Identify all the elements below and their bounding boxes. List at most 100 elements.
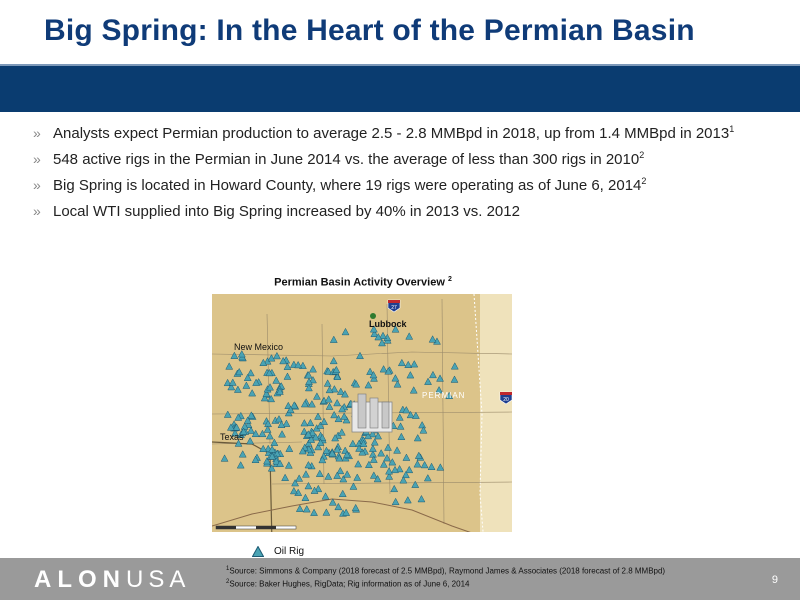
map-title: Permian Basin Activity Overview 2 xyxy=(213,276,513,289)
oil-rig-marker xyxy=(304,481,313,490)
oil-rig-marker xyxy=(336,387,345,395)
label-lubbock: Lubbock xyxy=(369,319,407,329)
footnotes: 1Source: Simmons & Company (2018 forecas… xyxy=(226,564,665,589)
bullet-text: 548 active rigs in the Permian in June 2… xyxy=(53,151,640,168)
oil-rig-marker xyxy=(337,428,346,436)
oil-rig-marker xyxy=(409,386,418,394)
oil-rig-marker xyxy=(329,335,338,343)
oil-rig-marker xyxy=(369,370,378,379)
oil-rig-marker xyxy=(252,378,261,386)
oil-rig-marker xyxy=(373,474,382,483)
oil-rig-marker xyxy=(236,461,245,469)
oil-rig-marker xyxy=(406,371,415,379)
bullet-text: Local WTI supplied into Big Spring incre… xyxy=(53,203,520,220)
oil-rig-marker xyxy=(295,504,304,512)
oil-rig-marker xyxy=(242,381,251,389)
oil-rig-marker xyxy=(369,325,378,333)
bullet-item: » 548 active rigs in the Permian in June … xyxy=(33,150,773,169)
oil-rig-marker xyxy=(267,394,276,403)
oil-rig-marker xyxy=(379,331,387,339)
interstate-number: 27 xyxy=(391,305,397,311)
label-permian: PERMIAN xyxy=(422,391,465,400)
oil-rig-marker xyxy=(383,454,391,462)
interstate-number: 20 xyxy=(503,397,509,403)
oil-rig-marker xyxy=(309,365,317,373)
oil-rig-marker xyxy=(283,372,292,380)
oil-rig-marker xyxy=(276,459,285,467)
oil-rig-marker xyxy=(263,425,272,433)
oil-rig-marker xyxy=(356,351,364,360)
oil-rig-marker xyxy=(391,374,400,382)
bullet-text: Big Spring is located in Howard County, … xyxy=(53,177,642,194)
oil-rig-marker xyxy=(354,460,363,468)
map-graphic: 27 20 Lubbock New Mexico Texas PERMIAN xyxy=(212,294,512,544)
oil-rig-marker xyxy=(321,492,330,500)
oil-rig-marker xyxy=(410,360,419,368)
permian-map: 27 20 Lubbock New Mexico Texas PERMIAN xyxy=(212,294,512,544)
oil-rig-marker xyxy=(246,437,255,445)
oil-rig-marker xyxy=(391,497,400,506)
oil-rig-marker xyxy=(244,420,253,428)
oil-rig-marker xyxy=(267,354,276,362)
oil-rig-marker xyxy=(385,472,394,480)
label-new-mexico: New Mexico xyxy=(234,342,283,352)
footer-bar xyxy=(0,558,800,600)
oil-rig-marker xyxy=(379,365,388,373)
oil-rig-marker xyxy=(295,474,304,482)
oil-rig-marker xyxy=(263,457,271,465)
oil-rig-marker xyxy=(243,373,252,381)
oil-rig-marker xyxy=(427,462,436,470)
oil-rig-marker xyxy=(330,385,339,393)
oil-rig-marker xyxy=(349,482,358,490)
logo-usa: USA xyxy=(126,566,191,593)
oil-rig-marker xyxy=(414,451,423,459)
oil-rig-marker xyxy=(403,496,412,504)
oil-rig-marker xyxy=(413,460,422,468)
oil-rig-marker xyxy=(302,470,310,478)
refinery-icon xyxy=(351,393,393,433)
bullet-text: Analysts expect Permian production to av… xyxy=(53,125,730,142)
oil-rig-marker xyxy=(418,420,427,429)
oil-rig-marker xyxy=(370,438,379,446)
lubbock-marker xyxy=(370,313,376,319)
oil-rig-marker xyxy=(314,412,322,420)
oil-rig-marker xyxy=(325,385,334,394)
oil-rig-marker xyxy=(401,470,410,479)
oil-rig-marker xyxy=(420,460,429,469)
oil-rig-marker xyxy=(228,378,237,386)
map-title-text: Permian Basin Activity Overview xyxy=(274,276,445,289)
oil-rig-marker xyxy=(232,423,241,431)
oil-rig-marker xyxy=(230,351,239,359)
oil-rig-marker xyxy=(333,398,342,407)
oil-rig-marker xyxy=(235,367,244,376)
oil-rig-marker xyxy=(395,413,404,421)
oil-rig-marker xyxy=(272,351,281,360)
oil-rig-marker xyxy=(234,439,243,447)
oil-rig-marker xyxy=(419,426,428,434)
oil-rig-marker xyxy=(338,404,347,413)
footnote-number: 1 xyxy=(226,566,230,572)
oil-rig-marker xyxy=(266,383,274,391)
oil-rig-marker xyxy=(275,387,284,395)
oil-rig-marker xyxy=(240,422,249,430)
oil-rig-marker xyxy=(279,356,288,365)
oil-rig-marker xyxy=(377,449,386,457)
oil-rig-marker xyxy=(338,489,347,497)
oil-rig-marker xyxy=(429,370,437,379)
footnote-number: 2 xyxy=(226,578,230,585)
oil-rig-marker xyxy=(265,432,274,440)
oil-rig-marker xyxy=(223,410,232,418)
oil-rig-marker xyxy=(282,419,291,427)
oil-rig-marker xyxy=(329,356,338,365)
bullet-item: » Analysts expect Permian production to a… xyxy=(33,124,773,143)
oil-rig-marker xyxy=(364,381,373,389)
oil-rig-marker xyxy=(220,454,229,462)
oil-rig-marker xyxy=(332,365,341,374)
map-legend: Oil Rig xyxy=(252,546,304,557)
bullet-marker: » xyxy=(33,177,41,193)
oil-rig-marker xyxy=(318,455,327,464)
oil-rig-marker xyxy=(374,332,383,341)
oil-rig-marker xyxy=(328,449,337,457)
oil-rig-marker xyxy=(343,470,352,478)
oil-rig-marker xyxy=(333,372,342,381)
